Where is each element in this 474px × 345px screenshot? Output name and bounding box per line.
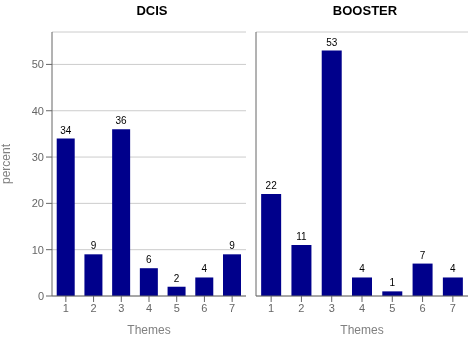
svg-text:3: 3: [118, 302, 124, 314]
html-text:BOOSTER: BOOSTER: [332, 3, 398, 18]
svg-text:6: 6: [146, 254, 152, 265]
svg-text:9: 9: [229, 240, 235, 251]
svg-text:34: 34: [60, 125, 72, 136]
svg-text:7: 7: [420, 250, 426, 261]
svg-text:22: 22: [266, 180, 278, 191]
svg-text:5: 5: [174, 302, 180, 314]
svg-text:53: 53: [326, 37, 338, 48]
svg-text:1: 1: [268, 302, 274, 314]
svg-text:11: 11: [296, 231, 307, 242]
svg-text:7: 7: [450, 302, 456, 314]
svg-text:2: 2: [298, 302, 304, 314]
svg-text:4: 4: [146, 302, 152, 314]
svg-text:40: 40: [32, 105, 44, 117]
svg-text:50: 50: [32, 58, 44, 70]
svg-text:10: 10: [32, 244, 44, 256]
svg-text:4: 4: [450, 263, 456, 274]
svg-text:3: 3: [329, 302, 335, 314]
svg-text:6: 6: [201, 302, 207, 314]
svg-text:20: 20: [32, 197, 44, 209]
svg-text:5: 5: [389, 302, 395, 314]
svg-text:30: 30: [32, 151, 44, 163]
svg-text:2: 2: [174, 273, 180, 284]
svg-text:4: 4: [359, 302, 365, 314]
svg-text:2: 2: [91, 302, 97, 314]
svg-text:percent: percent: [8, 143, 13, 184]
svg-text:4: 4: [359, 263, 365, 274]
svg-text:1: 1: [63, 302, 69, 314]
svg-text:36: 36: [116, 115, 128, 126]
svg-text:7: 7: [229, 302, 235, 314]
svg-text:9: 9: [91, 240, 97, 251]
svg-text:4: 4: [202, 263, 208, 274]
svg-text:1: 1: [390, 277, 396, 288]
html-text:DCIS: DCIS: [136, 3, 168, 18]
svg-text:Themes: Themes: [340, 323, 383, 337]
svg-text:Themes: Themes: [127, 323, 170, 337]
svg-text:6: 6: [420, 302, 426, 314]
svg-text:0: 0: [38, 290, 44, 302]
